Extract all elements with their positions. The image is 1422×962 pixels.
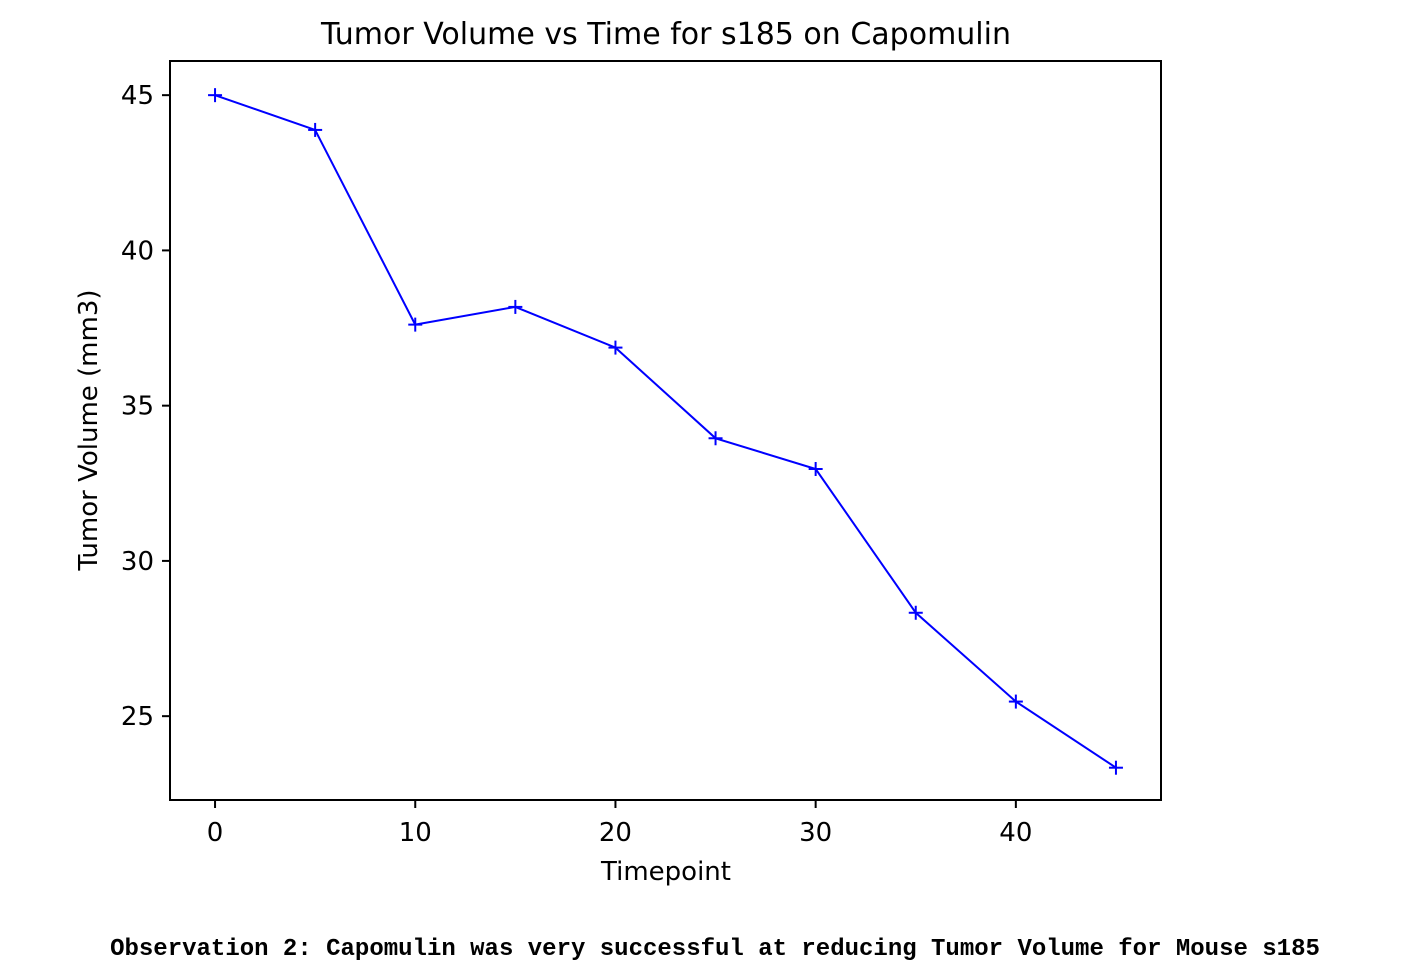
data-point-marker <box>808 462 823 477</box>
y-tick-label: 30 <box>121 547 154 577</box>
x-tick-label: 30 <box>799 818 832 848</box>
y-tick-label: 45 <box>121 81 154 111</box>
x-tick-label: 40 <box>999 818 1032 848</box>
chart-title: Tumor Volume vs Time for s185 on Capomul… <box>320 17 1011 52</box>
x-tick-label: 10 <box>399 818 432 848</box>
series-line <box>214 94 1117 769</box>
y-tick-label: 35 <box>121 392 154 422</box>
x-axis-label: Timepoint <box>600 857 731 887</box>
data-point-marker <box>208 88 223 103</box>
data-point-marker <box>508 299 523 314</box>
y-axis-label: Tumor Volume (mm3) <box>74 289 104 571</box>
observation-text: Observation 2: Capomulin was very succes… <box>110 936 1320 962</box>
data-point-marker <box>1008 694 1023 709</box>
x-tick-label: 0 <box>207 818 224 848</box>
series-markers <box>208 88 1123 775</box>
data-point-marker <box>908 605 923 620</box>
y-tick-label: 25 <box>121 702 154 732</box>
data-point-marker <box>308 122 323 137</box>
y-axis: 25 30 35 40 45 <box>121 81 170 732</box>
data-point-marker <box>608 340 623 355</box>
data-point-marker <box>708 431 723 446</box>
x-axis: 0 10 20 30 40 <box>207 800 1032 848</box>
plot-area <box>169 60 1162 801</box>
data-point-marker <box>1108 760 1123 775</box>
x-tick-label: 20 <box>599 818 632 848</box>
data-point-marker <box>408 317 423 332</box>
y-tick-label: 40 <box>121 236 154 266</box>
